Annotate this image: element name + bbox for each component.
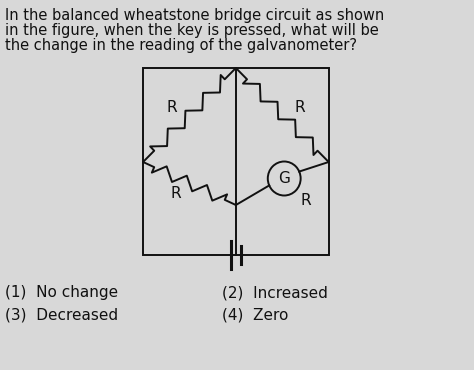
Text: R: R <box>171 186 181 201</box>
Text: (1)  No change: (1) No change <box>5 285 118 300</box>
Text: In the balanced wheatstone bridge circuit as shown: In the balanced wheatstone bridge circui… <box>5 8 384 23</box>
Text: (3)  Decreased: (3) Decreased <box>5 308 118 323</box>
Text: the change in the reading of the galvanometer?: the change in the reading of the galvano… <box>5 38 357 53</box>
Bar <box>143 68 328 255</box>
Text: R: R <box>294 100 305 114</box>
Text: in the figure, when the key is pressed, what will be: in the figure, when the key is pressed, … <box>5 23 379 38</box>
Text: R: R <box>300 193 311 208</box>
Text: (4)  Zero: (4) Zero <box>222 308 289 323</box>
Text: R: R <box>167 100 177 114</box>
Text: (2)  Increased: (2) Increased <box>222 285 328 300</box>
Text: G: G <box>278 171 290 186</box>
